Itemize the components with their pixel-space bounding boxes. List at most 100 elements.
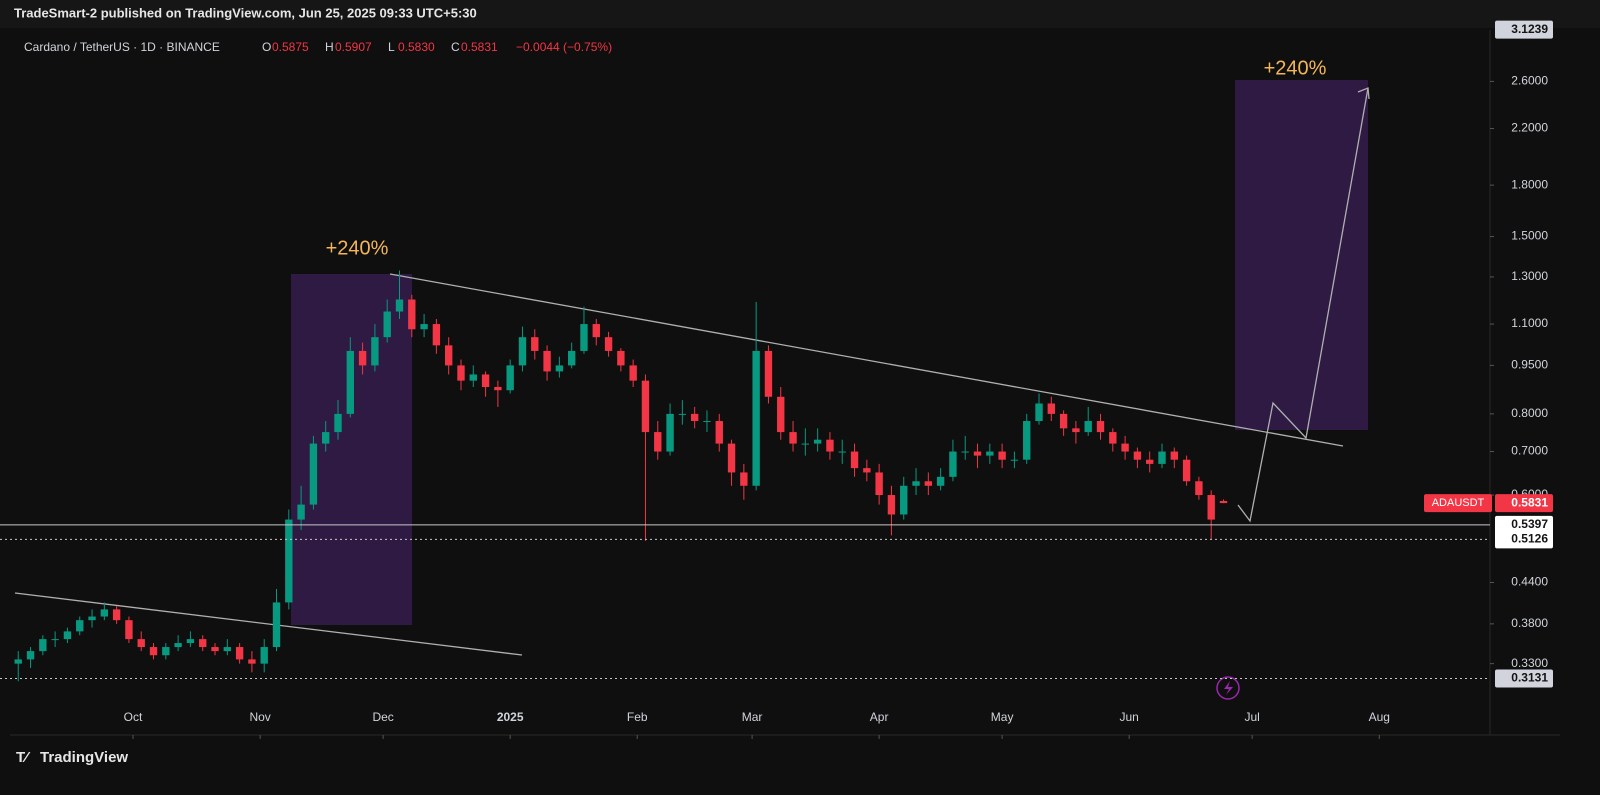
candle-body <box>334 413 342 433</box>
candle-body <box>51 639 59 641</box>
trendline <box>389 273 1344 447</box>
candle-body <box>1133 451 1142 460</box>
candle-body <box>531 337 539 351</box>
candle-body <box>543 350 551 372</box>
candle-body <box>1010 459 1019 461</box>
legend-prefix: L <box>388 40 395 54</box>
y-tick-label: 0.4400 <box>1511 575 1548 589</box>
price-marker-box <box>1495 20 1553 39</box>
candle-body <box>506 365 514 391</box>
candle-body <box>149 647 158 656</box>
price-marker-box <box>1495 515 1553 534</box>
price-marker-label: 0.3131 <box>1511 671 1548 685</box>
candle-body <box>900 485 908 515</box>
legend-prefix: O <box>262 40 271 54</box>
candle-body <box>211 647 219 652</box>
candle-body <box>690 413 699 422</box>
x-tick-label: Apr <box>870 710 889 724</box>
candle-body <box>260 647 268 664</box>
candle-body <box>850 451 859 469</box>
candle-body <box>137 639 145 648</box>
candle-body <box>580 324 588 351</box>
candle-body <box>1072 428 1080 433</box>
y-tick-label: 0.9500 <box>1511 358 1548 372</box>
candle-body <box>420 324 428 330</box>
y-tick-label: 0.3800 <box>1511 616 1548 630</box>
candle-body <box>100 609 109 617</box>
y-tick-label: 1.5000 <box>1511 229 1548 243</box>
candle-body <box>248 659 256 664</box>
candle-body <box>518 337 527 366</box>
x-tick-label: Dec <box>372 710 393 724</box>
logo-mark: T⁄ <box>16 749 31 766</box>
candle-body <box>309 443 318 505</box>
candle-body <box>875 472 883 496</box>
y-tick-label: 1.8000 <box>1511 177 1548 191</box>
candle-body <box>654 432 662 452</box>
last-price-name: ADAUSDT <box>1432 497 1485 509</box>
candle-body <box>272 602 281 648</box>
candle-body <box>1121 443 1129 452</box>
publisher: TradeSmart-2 published on TradingView.co… <box>14 5 477 20</box>
candle-body <box>26 651 35 660</box>
candle-body <box>1170 451 1178 460</box>
y-tick-label: 2.6000 <box>1511 74 1548 88</box>
candle-body <box>112 609 121 621</box>
x-tick-label: Oct <box>124 710 143 724</box>
brand: TradingView <box>40 749 128 766</box>
y-tick-label: 0.7000 <box>1511 444 1548 458</box>
candle-body <box>186 639 195 644</box>
price-marker-label: 0.5397 <box>1511 517 1548 531</box>
price-marker-label: 0.5126 <box>1511 532 1548 546</box>
candle-body <box>629 365 637 381</box>
candle-body <box>998 451 1006 460</box>
header-bar <box>0 0 1600 28</box>
y-tick-label: 0.8000 <box>1511 406 1548 420</box>
candle-body <box>1146 459 1154 464</box>
candle-body <box>678 413 687 415</box>
candle-body <box>641 380 650 433</box>
alert-icon-bolt <box>1224 681 1233 695</box>
candle-body <box>986 451 994 456</box>
candle-body <box>1059 413 1068 429</box>
candle-body <box>863 468 871 473</box>
price-marker-label: 3.1239 <box>1511 22 1548 36</box>
candle-body <box>162 647 170 656</box>
candle-body <box>727 443 736 473</box>
candle-body <box>39 639 47 652</box>
alert-icon[interactable] <box>1216 676 1240 700</box>
candle-body <box>887 495 896 515</box>
candle-body <box>826 439 834 452</box>
candle-body <box>740 472 748 486</box>
x-tick-label: 2025 <box>497 710 524 724</box>
projection-path <box>1237 87 1369 523</box>
candle-body <box>789 432 797 444</box>
legend-prefix: H <box>325 40 334 54</box>
candle-body <box>703 421 711 423</box>
x-tick-label: Jul <box>1244 710 1259 724</box>
candle-body <box>297 504 305 520</box>
x-tick-label: Feb <box>627 710 648 724</box>
candle-body <box>494 386 502 391</box>
candle-body <box>383 311 391 338</box>
candle-body <box>346 350 354 414</box>
candle-body <box>777 396 785 433</box>
candle-body <box>358 350 367 366</box>
candle-body <box>174 643 182 648</box>
candle-body <box>617 350 625 366</box>
candle-body <box>604 337 613 351</box>
candle-body <box>1207 495 1215 520</box>
candle-body <box>432 324 441 346</box>
candle-body <box>481 374 490 387</box>
x-tick-label: May <box>991 710 1014 724</box>
candle-body <box>949 451 957 477</box>
candle-body <box>1158 451 1166 464</box>
candle-body <box>285 519 293 603</box>
trendline <box>14 592 523 656</box>
candle-body <box>1096 421 1105 433</box>
candle-body <box>961 451 969 453</box>
candle-body <box>395 299 404 312</box>
candle-body <box>235 647 244 660</box>
candle-body <box>1182 459 1191 482</box>
